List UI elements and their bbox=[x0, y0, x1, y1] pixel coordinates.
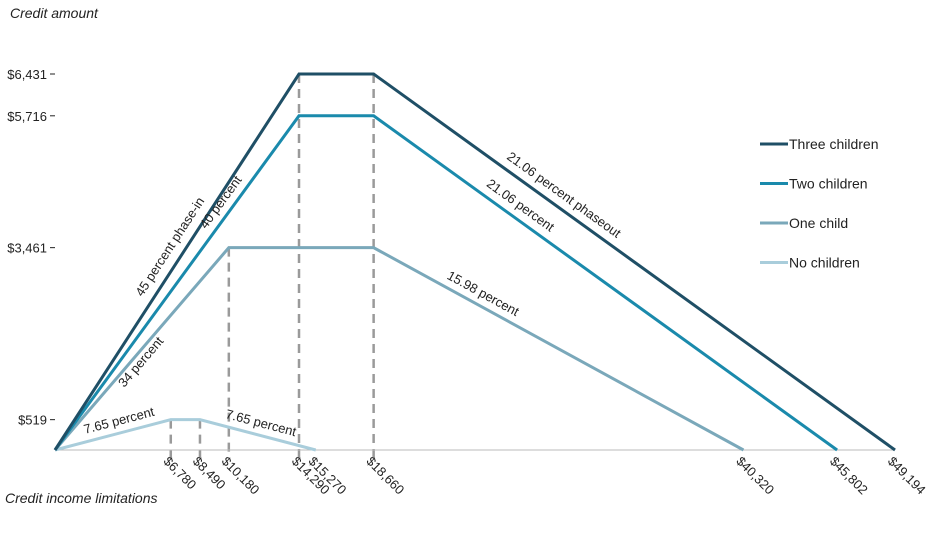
legend: Three children Two children One child No ch… bbox=[760, 136, 879, 271]
x-tick-label: $18,660 bbox=[364, 454, 408, 498]
x-tick-label: $40,320 bbox=[733, 454, 777, 498]
legend-label: One child bbox=[789, 215, 848, 231]
slope-annotation: 21.06 percent phaseout bbox=[504, 149, 624, 241]
legend-label: Three children bbox=[789, 136, 879, 152]
x-tick-label: $49,194 bbox=[885, 454, 929, 498]
slope-annotation: 34 percent bbox=[115, 333, 167, 390]
y-axis-title: Credit amount bbox=[10, 5, 99, 21]
y-tick-label: $3,461 bbox=[7, 241, 47, 256]
series-lines-layer bbox=[53, 72, 896, 452]
y-tick-label: $5,716 bbox=[7, 109, 47, 124]
series-line bbox=[53, 246, 745, 452]
series-line bbox=[53, 72, 896, 452]
y-tick-label: $519 bbox=[18, 413, 47, 428]
series-line bbox=[53, 114, 838, 452]
series-line bbox=[54, 418, 317, 452]
x-axis-title: Credit income limitations bbox=[5, 490, 158, 506]
legend-label: Two children bbox=[789, 176, 868, 192]
slope-annotation: 45 percent phase-in bbox=[132, 194, 207, 299]
dashed-marker-layer bbox=[169, 74, 375, 458]
x-tick-label: $45,802 bbox=[827, 454, 871, 498]
x-tick-label: $10,180 bbox=[219, 454, 263, 498]
y-tick-label: $6,431 bbox=[7, 67, 47, 82]
legend-label: No children bbox=[789, 255, 860, 271]
